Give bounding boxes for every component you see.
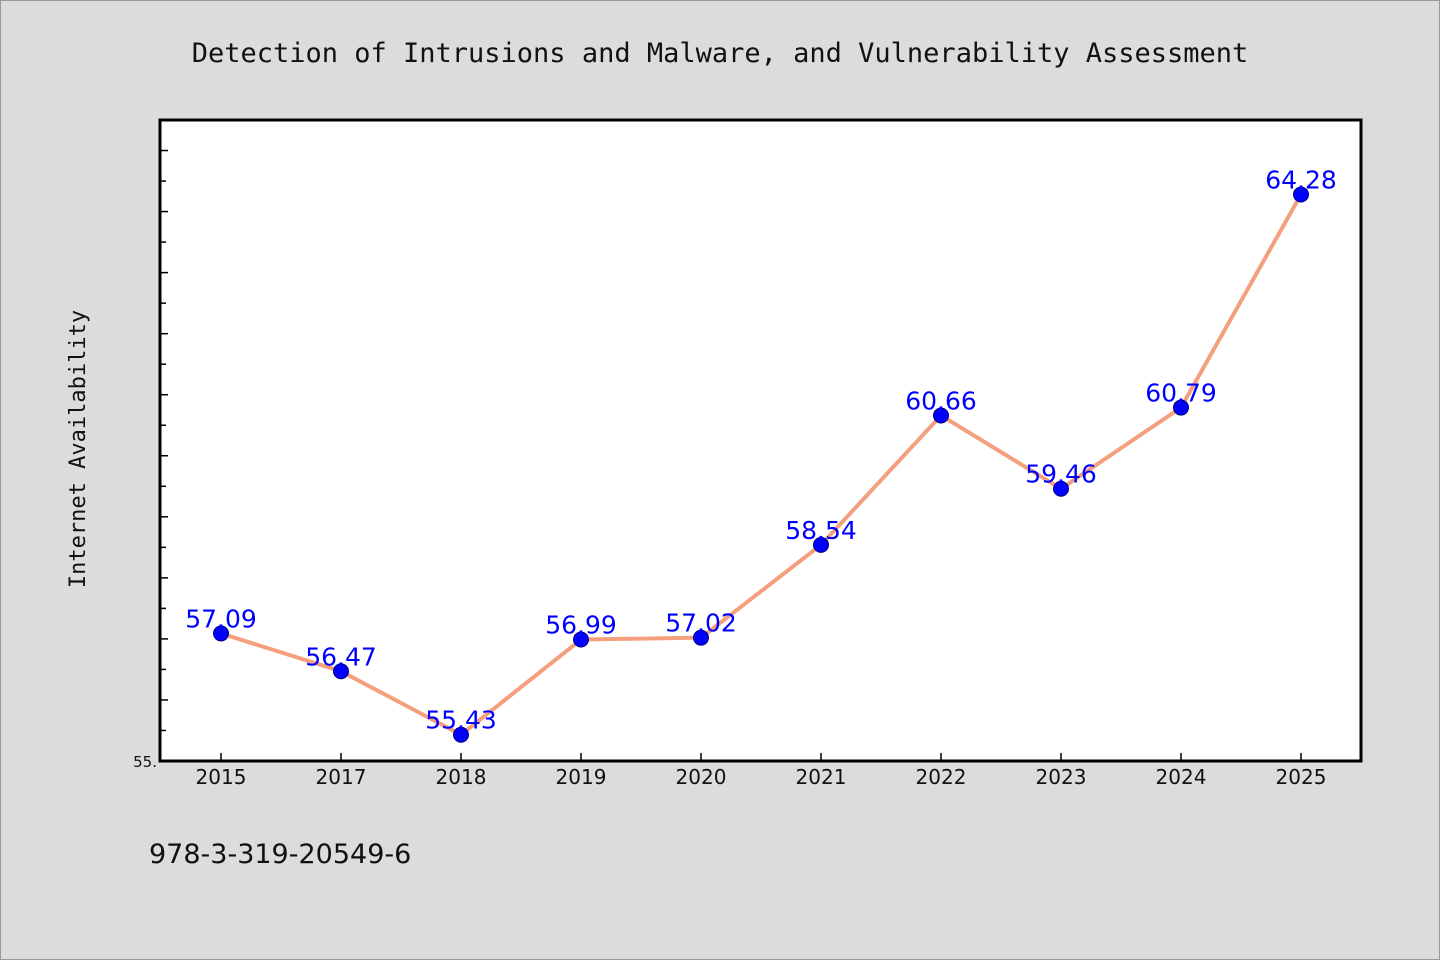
series-line — [219, 192, 1303, 737]
y-axis-label: Internet Availability — [66, 310, 91, 588]
plot-frame — [158, 118, 1363, 763]
x-tick-label: 2015 — [196, 765, 247, 789]
data-point-marker — [573, 631, 589, 648]
x-tick-label: 2025 — [1276, 765, 1327, 789]
data-label: 60.66 — [905, 386, 977, 415]
x-tick-label: 2020 — [676, 765, 727, 789]
data-point-marker — [1293, 186, 1309, 203]
data-point-marker — [1053, 480, 1069, 497]
data-label: 60.79 — [1145, 379, 1217, 408]
data-label: 59.46 — [1025, 460, 1097, 489]
data-label: 55.43 — [425, 706, 497, 735]
plot-area — [160, 120, 1361, 761]
x-tick-label: 2021 — [796, 765, 847, 789]
data-point-marker — [333, 663, 349, 680]
x-tick-label: 2017 — [316, 765, 367, 789]
data-point-marker — [1173, 399, 1189, 416]
data-label: 56.47 — [305, 642, 377, 671]
data-label: 58.54 — [785, 516, 857, 545]
data-point-marker — [693, 629, 709, 646]
x-axis-ticks: 2015 2017 2018 2019 2020 2021 2022 2023 2024 2025 — [196, 753, 1327, 789]
x-tick-label: 2022 — [916, 765, 967, 789]
data-point-marker — [813, 536, 829, 553]
data-point-marker — [453, 726, 469, 743]
x-tick-label: 2023 — [1036, 765, 1087, 789]
series-layer: 57.09 56.47 55.43 56.99 57.02 58.54 60.66 59.46… — [185, 165, 1337, 743]
footer-isbn: 978-3-319-20549-6 — [149, 839, 411, 870]
chart-title: Detection of Intrusions and Malware, and… — [192, 38, 1249, 69]
x-tick-label: 2024 — [1156, 765, 1207, 789]
data-point-marker — [213, 625, 229, 642]
data-label: 56.99 — [545, 611, 617, 640]
data-label: 57.09 — [185, 604, 257, 633]
data-label: 57.02 — [665, 609, 737, 638]
y-tick-label: 55. — [133, 753, 157, 771]
x-tick-label: 2018 — [436, 765, 487, 789]
data-label: 64.28 — [1265, 165, 1337, 194]
x-tick-label: 2019 — [556, 765, 607, 789]
data-point-marker — [933, 407, 949, 424]
